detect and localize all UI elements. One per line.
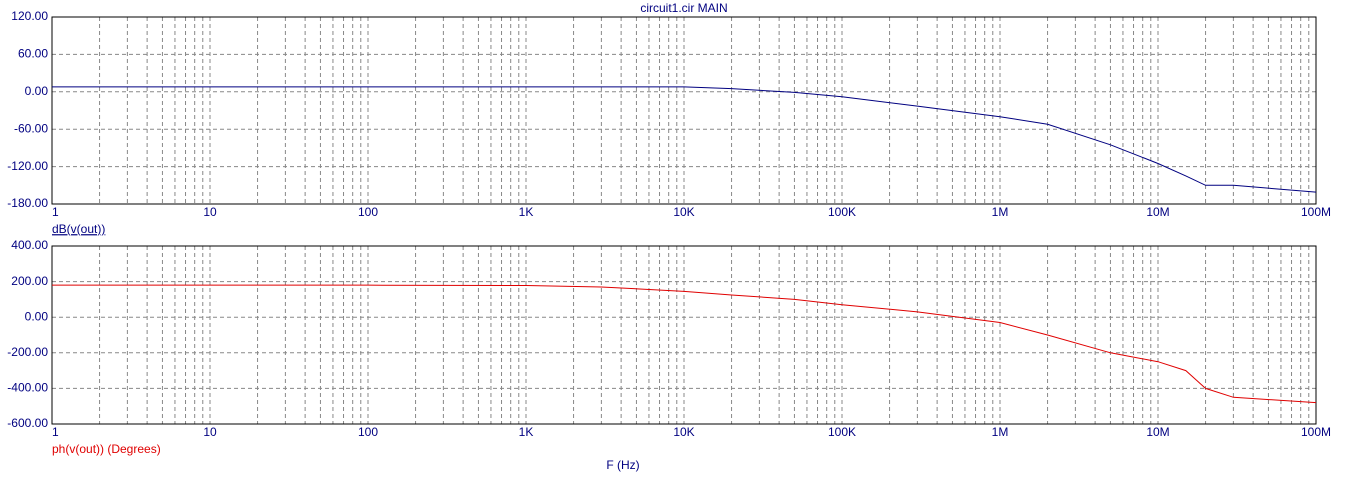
x-tick-label: 1M — [992, 205, 1009, 219]
y-tick-label: 400.00 — [11, 238, 48, 252]
y-tick-label: 60.00 — [18, 47, 48, 61]
series-label: dB(v(out)) — [52, 222, 105, 236]
y-tick-label: -400.00 — [7, 381, 48, 395]
plot-frame — [51, 245, 1317, 425]
y-tick-label: -120.00 — [7, 159, 48, 173]
y-tick-label: 120.00 — [11, 9, 48, 23]
y-tick-label: -180.00 — [7, 196, 48, 210]
x-tick-label: 1 — [52, 205, 59, 219]
y-tick-label: -200.00 — [7, 345, 48, 359]
x-tick-label: 10K — [673, 205, 694, 219]
series-line — [52, 86, 1317, 193]
series-label: ph(v(out)) (Degrees) — [52, 442, 161, 456]
x-tick-label: 1M — [992, 425, 1009, 439]
x-tick-label: 100M — [1301, 205, 1331, 219]
y-tick-label: -600.00 — [7, 416, 48, 430]
x-tick-label: 10 — [203, 205, 217, 219]
y-tick-label: 200.00 — [11, 274, 48, 288]
x-tick-label: 10M — [1146, 205, 1169, 219]
x-tick-label: 100M — [1301, 425, 1331, 439]
x-tick-label: 1K — [519, 425, 534, 439]
x-tick-label: 1 — [52, 425, 59, 439]
series-line — [52, 284, 1317, 404]
y-tick-label: 0.00 — [25, 309, 49, 323]
y-tick-label: -60.00 — [14, 121, 48, 135]
x-axis-label: F (Hz) — [606, 458, 639, 472]
y-tick-label: 0.00 — [25, 84, 49, 98]
x-tick-label: 100 — [358, 205, 378, 219]
x-tick-label: 10 — [203, 425, 217, 439]
x-tick-label: 10K — [673, 425, 694, 439]
x-tick-label: 1K — [519, 205, 534, 219]
chart-title: circuit1.cir MAIN — [640, 1, 727, 15]
x-tick-label: 100K — [828, 425, 856, 439]
plot-frame — [51, 16, 1317, 205]
x-tick-label: 100 — [358, 425, 378, 439]
x-tick-label: 10M — [1146, 425, 1169, 439]
x-tick-label: 100K — [828, 205, 856, 219]
